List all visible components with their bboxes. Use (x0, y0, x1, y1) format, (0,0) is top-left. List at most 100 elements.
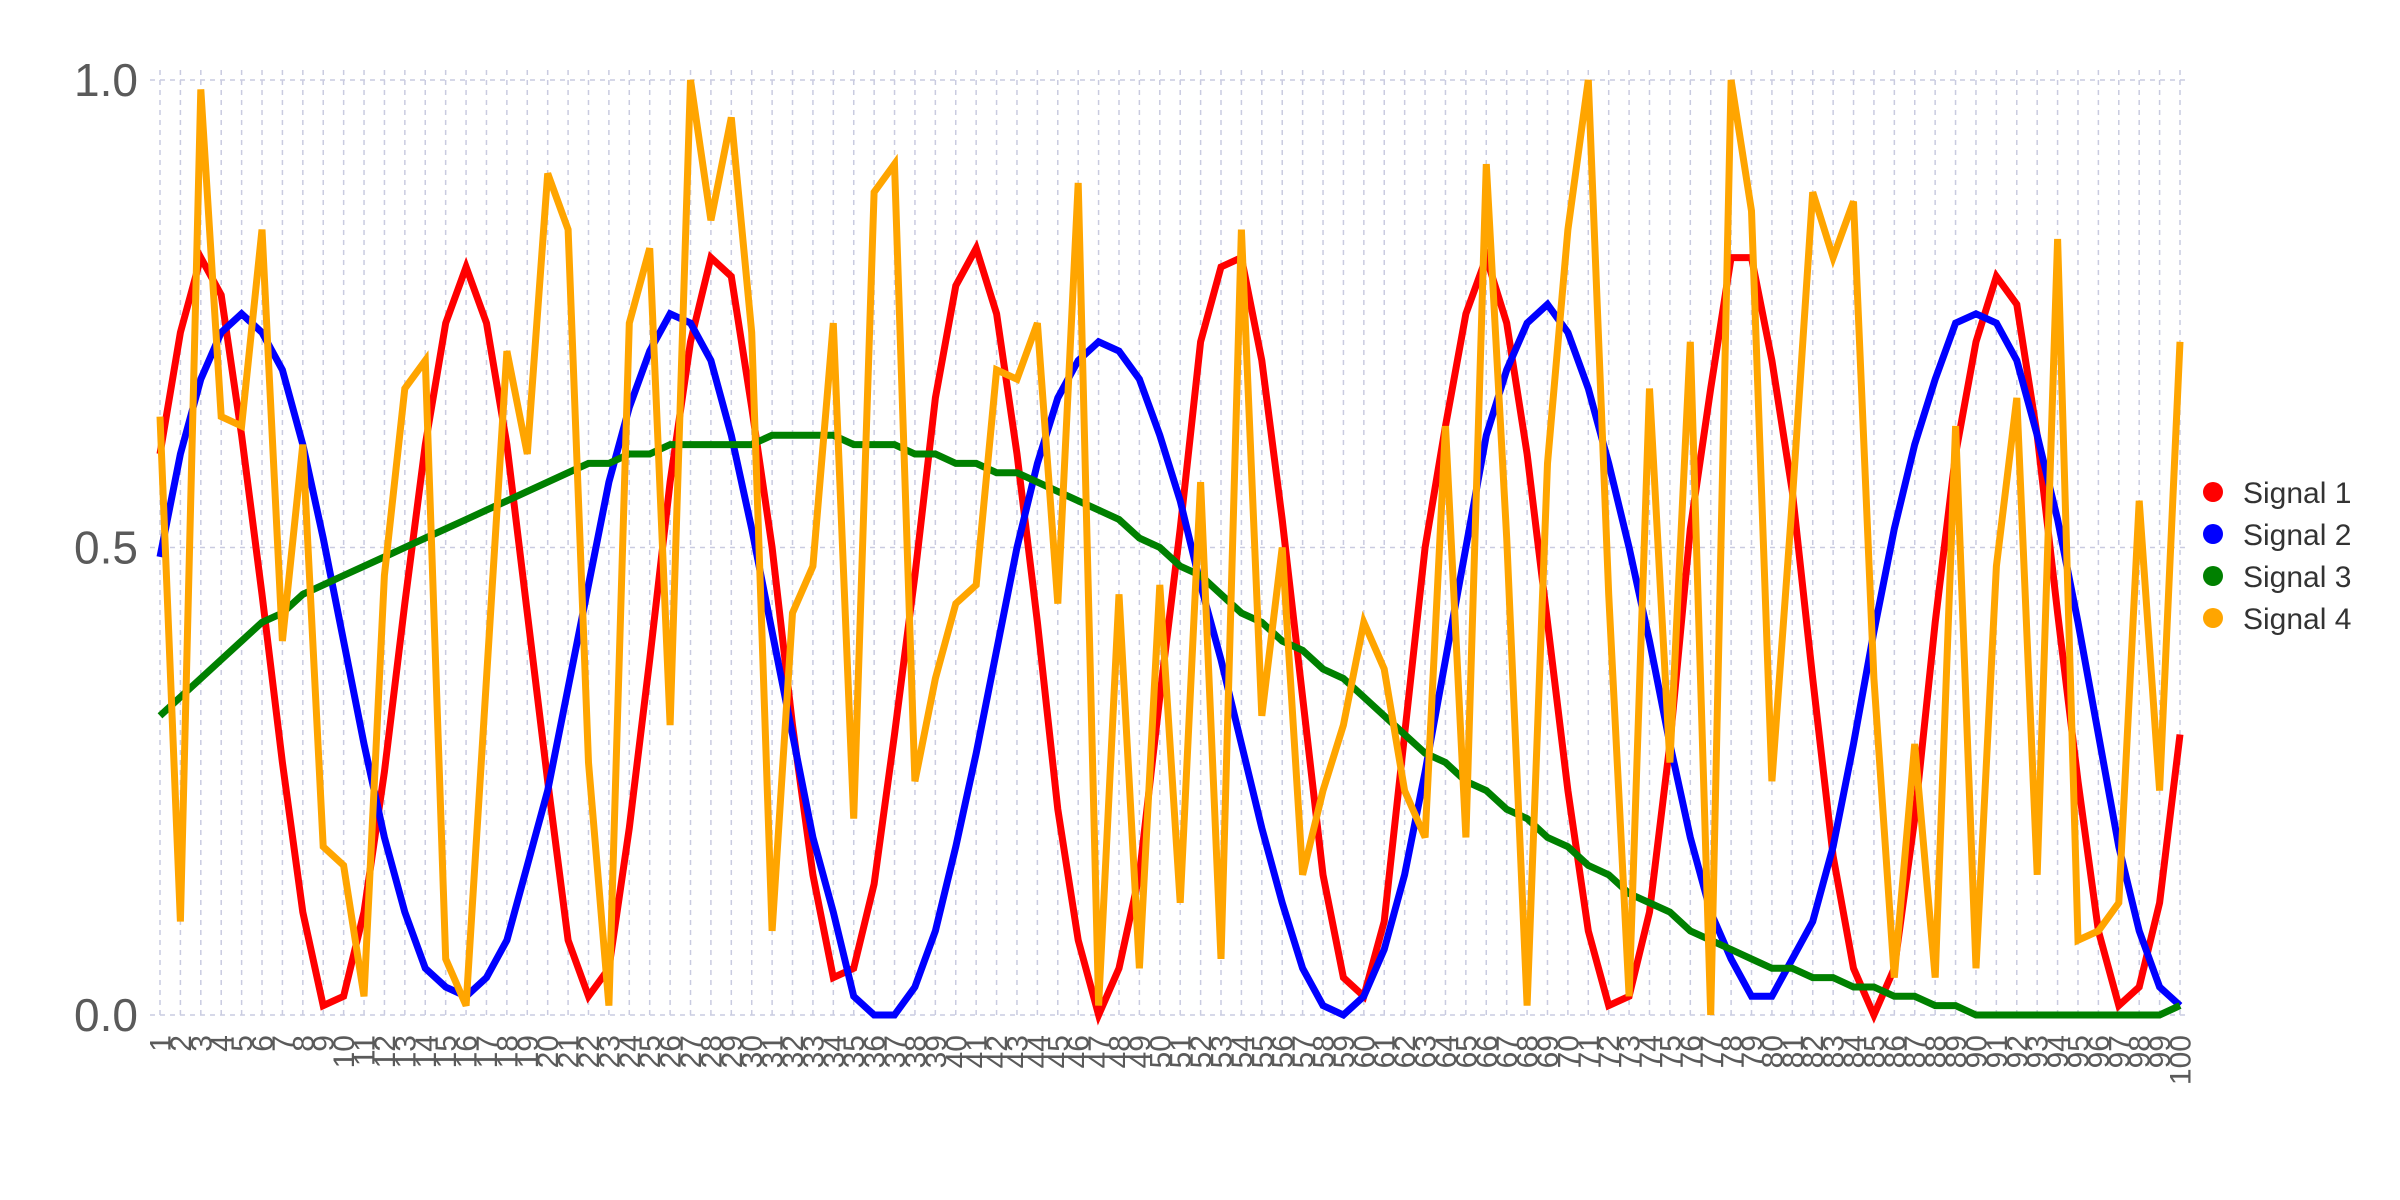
x-tick-label: 55 (1246, 1035, 1279, 1068)
x-tick-label: 62 (1389, 1035, 1422, 1068)
signal-1-line (156, 239, 2184, 1026)
x-tick-label: 61 (1369, 1035, 1402, 1068)
y-axis-ticks: 0.0 0.5 1.0 (74, 54, 138, 1041)
x-tick-label: 91 (1981, 1035, 2014, 1068)
legend-label: Signal 1 (2243, 477, 2351, 510)
x-tick-label: 82 (1797, 1035, 1830, 1068)
grid (150, 70, 2185, 1020)
legend: Signal 1 Signal 2 Signal 3 Signal 4 (2203, 477, 2351, 636)
x-tick-label: 72 (1593, 1035, 1626, 1068)
legend-label: Signal 4 (2243, 603, 2351, 636)
x-tick-label: 41 (961, 1035, 994, 1068)
legend-marker (2203, 566, 2223, 586)
x-tick-label: 36 (859, 1035, 892, 1068)
x-tick-label: 39 (920, 1035, 953, 1068)
legend-label: Signal 3 (2243, 561, 2351, 594)
x-tick-label: 5 (226, 1035, 259, 1052)
x-tick-label: 96 (2083, 1035, 2116, 1068)
x-tick-label: 95 (2062, 1035, 2095, 1068)
x-tick-label: 86 (1879, 1035, 1912, 1068)
x-tick-label: 78 (1716, 1035, 1749, 1068)
x-tick-label: 15 (430, 1035, 463, 1068)
x-tick-label: 100 (2165, 1035, 2198, 1085)
x-tick-label: 58 (1308, 1035, 1341, 1068)
x-tick-label: 64 (1430, 1035, 1463, 1068)
x-tick-label: 47 (1083, 1035, 1116, 1068)
x-tick-label: 12 (369, 1035, 402, 1068)
x-tick-label: 42 (981, 1035, 1014, 1068)
x-tick-label: 63 (1410, 1035, 1443, 1068)
x-tick-label: 76 (1675, 1035, 1708, 1068)
x-tick-label: 53 (1206, 1035, 1239, 1068)
x-tick-label: 37 (879, 1035, 912, 1068)
x-tick-label: 80 (1756, 1035, 1789, 1068)
x-tick-label: 4 (206, 1035, 239, 1052)
x-tick-label: 81 (1777, 1035, 1810, 1068)
x-tick-label: 99 (2144, 1035, 2177, 1068)
x-tick-label: 24 (614, 1035, 647, 1068)
x-tick-label: 38 (899, 1035, 932, 1068)
x-tick-label: 32 (777, 1035, 810, 1068)
x-tick-label: 79 (1736, 1035, 1769, 1068)
legend-item-signal-3: Signal 3 (2203, 561, 2351, 594)
x-tick-label: 94 (2042, 1035, 2075, 1068)
x-tick-label: 10 (328, 1035, 361, 1068)
x-tick-label: 77 (1695, 1035, 1728, 1068)
x-tick-label: 45 (1042, 1035, 1075, 1068)
x-tick-label: 48 (1103, 1035, 1136, 1068)
x-tick-label: 11 (349, 1035, 382, 1066)
signal-2-line (156, 299, 2183, 1020)
x-tick-label: 85 (1858, 1035, 1891, 1068)
x-tick-label: 57 (1287, 1035, 1320, 1068)
x-tick-label: 83 (1818, 1035, 1851, 1068)
x-tick-label: 29 (716, 1035, 749, 1068)
x-tick-label: 68 (1512, 1035, 1545, 1068)
x-tick-label: 9 (308, 1035, 341, 1052)
x-tick-label: 52 (1185, 1035, 1218, 1068)
x-tick-label: 2 (165, 1035, 198, 1052)
legend-marker (2203, 608, 2223, 628)
x-tick-label: 66 (1471, 1035, 1504, 1068)
x-tick-label: 75 (1654, 1035, 1687, 1068)
x-tick-label: 20 (532, 1035, 565, 1068)
y-tick-label: 1.0 (74, 54, 138, 106)
x-tick-label: 26 (655, 1035, 688, 1068)
x-tick-label: 27 (675, 1035, 708, 1068)
legend-marker (2203, 482, 2223, 502)
legend-item-signal-1: Signal 1 (2203, 477, 2351, 510)
series-lines (156, 79, 2184, 1026)
x-tick-label: 3 (185, 1035, 218, 1052)
x-tick-label: 8 (287, 1035, 320, 1052)
x-tick-label: 40 (940, 1035, 973, 1068)
x-tick-label: 49 (1124, 1035, 1157, 1068)
x-tick-label: 73 (1614, 1035, 1647, 1068)
x-tick-label: 90 (1960, 1035, 1993, 1068)
x-tick-label: 89 (1940, 1035, 1973, 1068)
x-tick-label: 93 (2022, 1035, 2055, 1068)
x-tick-label: 74 (1634, 1035, 1667, 1068)
x-tick-label: 56 (1267, 1035, 1300, 1068)
x-tick-label: 59 (1328, 1035, 1361, 1068)
x-tick-label: 25 (634, 1035, 667, 1068)
x-tick-label: 7 (267, 1035, 300, 1052)
legend-label: Signal 2 (2243, 519, 2351, 552)
legend-item-signal-2: Signal 2 (2203, 519, 2351, 552)
x-tick-label: 50 (1144, 1035, 1177, 1068)
x-tick-label: 34 (818, 1035, 851, 1068)
x-tick-label: 28 (695, 1035, 728, 1068)
x-tick-label: 33 (797, 1035, 830, 1068)
x-tick-label: 44 (1022, 1035, 1055, 1068)
x-tick-label: 71 (1573, 1035, 1606, 1068)
x-tick-label: 54 (1226, 1035, 1259, 1068)
x-tick-label: 14 (410, 1035, 443, 1068)
x-tick-label: 51 (1165, 1035, 1198, 1068)
x-tick-label: 70 (1552, 1035, 1585, 1068)
x-tick-label: 84 (1838, 1035, 1871, 1068)
x-tick-label: 23 (593, 1035, 626, 1068)
x-tick-label: 60 (1348, 1035, 1381, 1068)
x-tick-label: 19 (512, 1035, 545, 1068)
legend-item-signal-4: Signal 4 (2203, 603, 2351, 636)
signal-4-line (156, 79, 2184, 1016)
y-tick-label: 0.5 (74, 522, 138, 574)
x-tick-label: 16 (451, 1035, 484, 1068)
